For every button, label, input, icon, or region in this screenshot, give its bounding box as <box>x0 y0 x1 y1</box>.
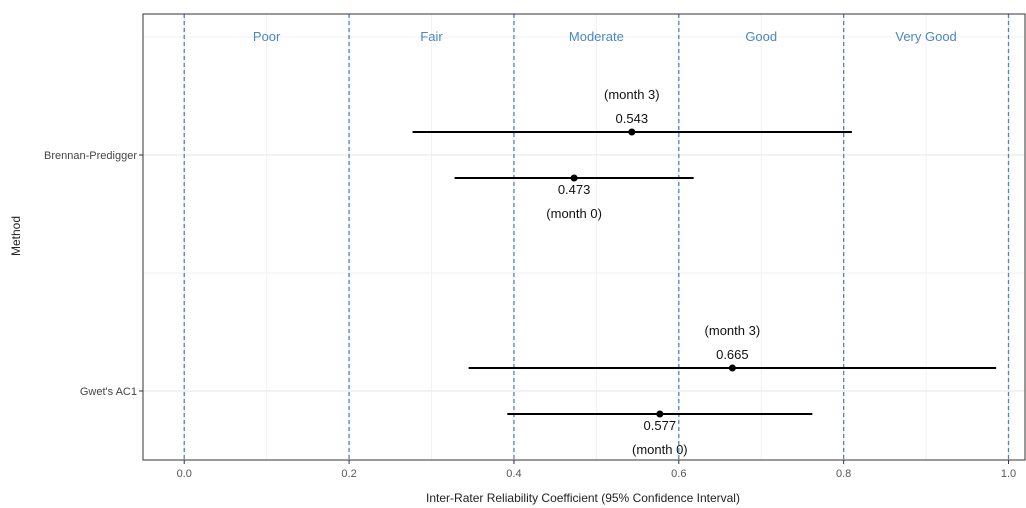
x-tick-label: 0.6 <box>671 468 686 480</box>
y-axis-ticks: Brennan-Predigger Gwet's AC1 <box>44 150 143 398</box>
estimate-point <box>656 410 664 418</box>
band-label: Very Good <box>895 29 956 44</box>
band-label: Fair <box>420 29 443 44</box>
data-labels: 0.543 (month 3) 0.473 (month 0) 0.665 (month … <box>546 87 760 457</box>
minor-gridlines <box>143 14 1025 460</box>
timepoint-label: (month 3) <box>705 323 761 338</box>
timepoint-label: (month 0) <box>546 206 602 221</box>
x-axis-ticks: 0.0 0.2 0.4 0.6 0.8 1.0 <box>177 460 1016 480</box>
estimate-point <box>570 174 578 182</box>
estimate-points <box>570 128 736 418</box>
value-label: 0.473 <box>558 182 591 197</box>
x-tick-label: 0.4 <box>506 468 521 480</box>
timepoint-label: (month 3) <box>604 87 660 102</box>
value-label: 0.543 <box>616 111 649 126</box>
estimate-point <box>728 364 736 372</box>
value-label: 0.665 <box>716 347 749 362</box>
x-tick-label: 1.0 <box>1001 468 1016 480</box>
y-tick-label: Brennan-Predigger <box>44 150 137 162</box>
band-label: Poor <box>253 29 281 44</box>
y-tick-label: Gwet's AC1 <box>80 386 137 398</box>
major-gridlines <box>143 14 1025 460</box>
value-label: 0.577 <box>644 418 677 433</box>
estimate-point <box>628 128 636 136</box>
timepoint-label: (month 0) <box>632 442 688 457</box>
plot-panel-border <box>142 13 1026 461</box>
y-axis-title: Method <box>9 216 23 256</box>
band-labels: Poor Fair Moderate Good Very Good <box>253 29 957 44</box>
x-tick-label: 0.8 <box>836 468 851 480</box>
reference-lines <box>183 14 1010 460</box>
x-axis-title: Inter-Rater Reliability Coefficient (95%… <box>426 491 740 505</box>
x-tick-label: 0.2 <box>341 468 356 480</box>
x-tick-label: 0.0 <box>177 468 192 480</box>
band-label: Moderate <box>569 29 624 44</box>
band-label: Good <box>745 29 777 44</box>
